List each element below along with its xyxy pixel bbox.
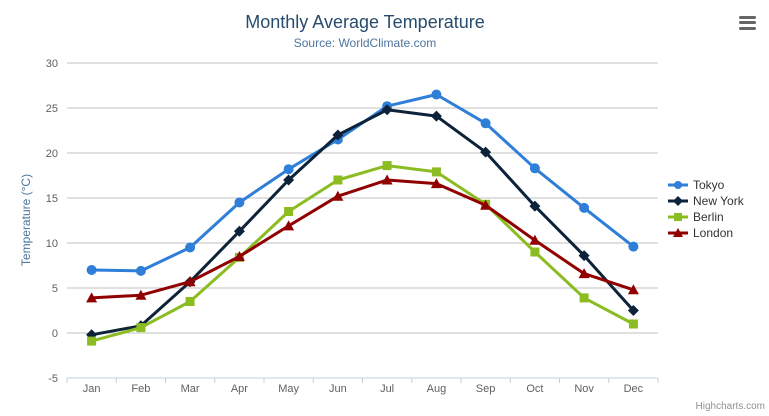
- data-point[interactable]: [381, 174, 393, 185]
- data-point[interactable]: [332, 190, 344, 201]
- data-point[interactable]: [86, 292, 98, 303]
- data-point[interactable]: [333, 175, 343, 185]
- x-axis-label: Feb: [131, 383, 150, 395]
- data-point[interactable]: [233, 251, 245, 261]
- data-point[interactable]: [430, 178, 442, 189]
- data-point[interactable]: [136, 323, 146, 333]
- legend-label: Tokyo: [693, 178, 725, 192]
- data-point[interactable]: [184, 276, 196, 287]
- data-point[interactable]: [578, 250, 590, 262]
- export-menu-button[interactable]: [736, 11, 760, 33]
- legend-marker-shape: [674, 213, 682, 221]
- chart-title: Monthly Average Temperature: [245, 12, 485, 32]
- legend: Tokyo New York Berlin London: [668, 177, 744, 241]
- y-axis-label: 15: [46, 193, 58, 205]
- legend-marker-shape: [673, 228, 683, 237]
- x-axis-label: Jun: [329, 383, 347, 395]
- data-point[interactable]: [382, 161, 392, 171]
- series-line-berlin: [90, 164, 635, 343]
- data-point[interactable]: [185, 242, 196, 253]
- data-point[interactable]: [332, 129, 344, 141]
- legend-item-tokyo[interactable]: Tokyo: [668, 177, 744, 193]
- legend-label: New York: [693, 194, 744, 208]
- x-axis-label: Mar: [181, 383, 200, 395]
- data-point[interactable]: [233, 225, 245, 237]
- data-point[interactable]: [430, 110, 442, 122]
- data-point[interactable]: [627, 305, 639, 316]
- data-point[interactable]: [283, 164, 294, 175]
- series-line-new-york: [90, 108, 635, 337]
- data-point[interactable]: [529, 200, 541, 212]
- data-point[interactable]: [627, 284, 639, 295]
- x-axis-label: Dec: [624, 383, 644, 395]
- data-point[interactable]: [284, 207, 294, 216]
- data-point[interactable]: [87, 336, 97, 346]
- credits-link[interactable]: Highcharts.com: [695, 401, 765, 412]
- legend-item-new-york[interactable]: New York: [668, 193, 744, 209]
- x-axis-label: May: [278, 383, 299, 395]
- y-axis-label: -5: [48, 373, 58, 385]
- y-axis-title: Temperature (°C): [19, 173, 33, 267]
- hamburger-menu-icon: [739, 15, 757, 30]
- legend-label: London: [693, 226, 734, 240]
- x-axis-label: Nov: [574, 383, 594, 395]
- data-point[interactable]: [480, 146, 492, 158]
- data-point[interactable]: [579, 202, 590, 213]
- chart-subtitle: Source: WorldClimate.com: [293, 36, 437, 50]
- x-axis-label: Apr: [231, 383, 248, 395]
- series-line-london: [90, 178, 635, 300]
- legend-marker-square-icon: [668, 213, 688, 221]
- y-axis-label: 0: [52, 328, 58, 340]
- data-point[interactable]: [135, 265, 146, 276]
- y-axis-label: 30: [46, 58, 58, 70]
- data-point[interactable]: [381, 104, 393, 116]
- data-point[interactable]: [530, 247, 540, 257]
- data-point[interactable]: [431, 167, 441, 177]
- x-axis-label: Sep: [476, 383, 496, 395]
- y-axis-label: 5: [52, 283, 58, 295]
- legend-marker-triangle-icon: [668, 228, 688, 237]
- legend-marker-shape: [674, 181, 682, 189]
- x-axis-label: Aug: [427, 383, 447, 395]
- y-axis-label: 25: [46, 103, 58, 115]
- data-point[interactable]: [234, 197, 245, 208]
- legend-marker-diamond-icon: [668, 196, 688, 206]
- y-axis-label: 20: [46, 148, 58, 160]
- x-axis-label: Jul: [380, 383, 394, 395]
- legend-item-london[interactable]: London: [668, 225, 744, 241]
- data-point[interactable]: [283, 174, 295, 186]
- legend-marker-shape: [673, 196, 683, 206]
- data-point[interactable]: [480, 118, 491, 129]
- data-point[interactable]: [480, 199, 492, 210]
- data-point[interactable]: [86, 265, 97, 275]
- data-point[interactable]: [579, 293, 589, 303]
- data-point[interactable]: [529, 234, 541, 245]
- data-point[interactable]: [628, 241, 639, 252]
- data-point[interactable]: [283, 220, 295, 231]
- data-point[interactable]: [529, 163, 540, 174]
- legend-label: Berlin: [693, 210, 724, 224]
- data-point[interactable]: [431, 89, 442, 100]
- legend-marker-circle-icon: [668, 181, 688, 189]
- x-axis-label: Oct: [526, 383, 543, 395]
- data-point[interactable]: [135, 289, 147, 300]
- y-axis-label: 10: [46, 238, 58, 250]
- data-point[interactable]: [185, 297, 195, 306]
- x-axis-label: Jan: [83, 383, 101, 395]
- legend-item-berlin[interactable]: Berlin: [668, 209, 744, 225]
- data-point[interactable]: [578, 268, 590, 279]
- data-point[interactable]: [628, 319, 638, 329]
